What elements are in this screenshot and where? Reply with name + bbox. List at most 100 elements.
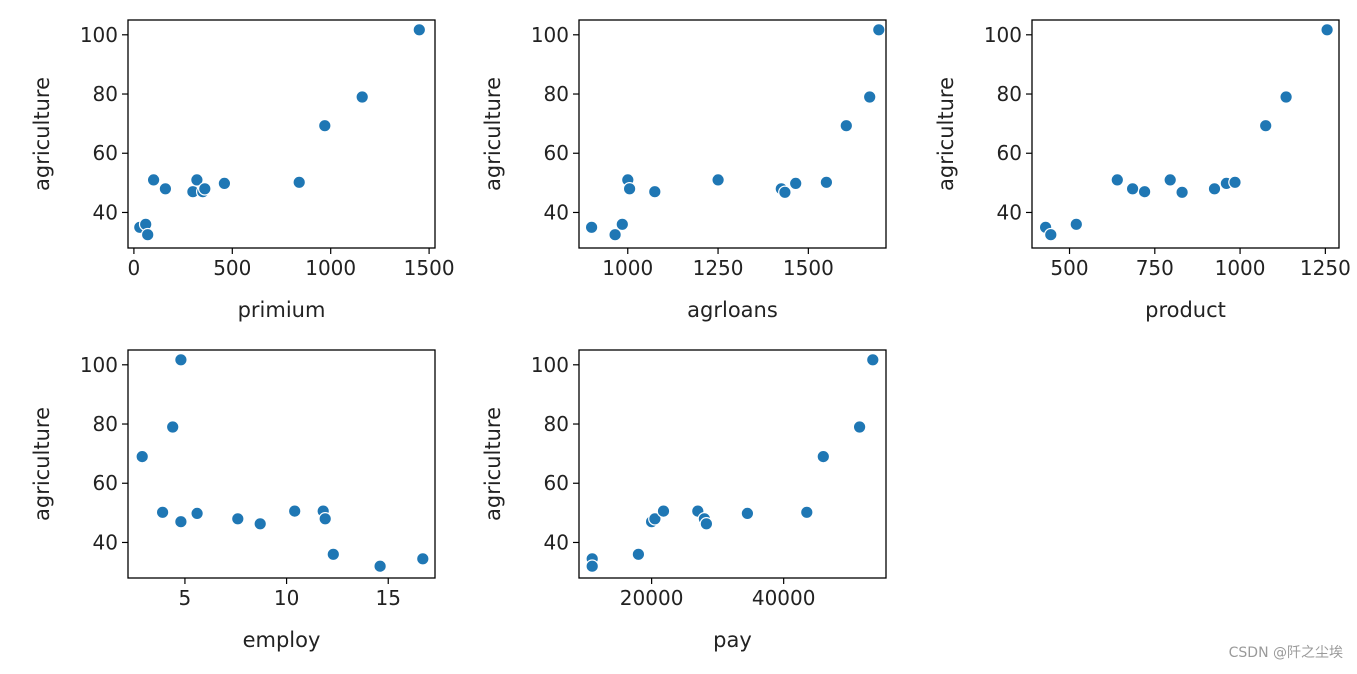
data-point bbox=[1125, 182, 1140, 196]
y-tick-label: 80 bbox=[93, 412, 118, 436]
data-point bbox=[699, 516, 714, 531]
axes-frame bbox=[578, 349, 887, 579]
data-point bbox=[355, 90, 369, 104]
data-point bbox=[373, 559, 387, 573]
y-tick-label: 80 bbox=[544, 412, 569, 436]
data-point bbox=[415, 551, 430, 566]
x-tick-label: 750 bbox=[1136, 256, 1174, 280]
data-point bbox=[1279, 90, 1293, 104]
x-tick-label: 1000 bbox=[305, 256, 356, 280]
data-point bbox=[799, 505, 814, 520]
y-axis-label: agriculture bbox=[481, 407, 505, 521]
data-point bbox=[608, 227, 622, 242]
data-point bbox=[1137, 184, 1152, 199]
data-point bbox=[1320, 22, 1334, 37]
y-tick-label: 40 bbox=[997, 200, 1022, 224]
data-point bbox=[1163, 173, 1177, 187]
x-tick-label: 20000 bbox=[620, 586, 684, 610]
data-point bbox=[1110, 173, 1125, 187]
y-tick-label: 60 bbox=[544, 471, 569, 495]
data-point bbox=[1069, 217, 1084, 232]
data-point bbox=[287, 504, 302, 518]
x-tick-label: 1000 bbox=[602, 256, 653, 280]
data-point bbox=[158, 182, 173, 196]
data-point bbox=[198, 182, 212, 196]
x-axis-label: agrloans bbox=[687, 298, 778, 322]
data-point bbox=[788, 176, 803, 191]
subplot-primium: 0 500 1000 1500 40 60 80 100 primium agriculture bbox=[30, 19, 455, 322]
data-point bbox=[217, 176, 232, 191]
y-tick-label: 40 bbox=[93, 530, 118, 554]
data-point bbox=[816, 449, 831, 464]
data-point bbox=[1228, 175, 1242, 190]
y-tick-label: 40 bbox=[544, 530, 569, 554]
data-point bbox=[819, 175, 834, 190]
data-point bbox=[584, 220, 599, 235]
data-point bbox=[852, 420, 867, 434]
axes-frame bbox=[1031, 19, 1340, 249]
data-point bbox=[412, 22, 427, 37]
data-point bbox=[631, 547, 646, 562]
x-axis-label: product bbox=[1145, 298, 1226, 322]
data-point bbox=[135, 449, 149, 464]
data-point bbox=[711, 173, 725, 187]
data-point bbox=[174, 514, 188, 529]
y-tick-label: 60 bbox=[93, 471, 118, 495]
data-point bbox=[326, 547, 341, 562]
x-tick-label: 5 bbox=[179, 586, 192, 610]
data-point bbox=[839, 118, 854, 133]
subplot-agrloans: 1000 1250 1500 40 60 80 100 agrloans agriculture bbox=[481, 19, 887, 322]
y-tick-label: 80 bbox=[997, 82, 1022, 106]
x-tick-label: 15 bbox=[376, 586, 401, 610]
data-point bbox=[231, 511, 245, 526]
y-tick-label: 40 bbox=[93, 200, 118, 224]
y-tick-label: 100 bbox=[984, 23, 1022, 47]
data-point bbox=[155, 505, 170, 520]
data-point bbox=[317, 118, 332, 133]
data-point bbox=[140, 227, 155, 242]
x-tick-label: 10 bbox=[274, 586, 299, 610]
data-point bbox=[1258, 118, 1273, 133]
y-tick-label: 100 bbox=[531, 23, 569, 47]
data-point bbox=[648, 511, 662, 526]
data-point bbox=[585, 559, 599, 573]
y-tick-label: 80 bbox=[544, 82, 569, 106]
subplot-product: 500 750 1000 1250 40 60 80 100 product agricultur… bbox=[934, 19, 1351, 322]
data-point bbox=[778, 185, 792, 200]
data-point bbox=[318, 511, 332, 526]
data-point bbox=[165, 420, 180, 434]
y-tick-label: 100 bbox=[80, 353, 118, 377]
y-axis-label: agriculture bbox=[30, 77, 54, 191]
data-point bbox=[190, 173, 204, 187]
x-tick-label: 1000 bbox=[1215, 256, 1266, 280]
data-point bbox=[656, 504, 671, 518]
x-axis-label: pay bbox=[713, 628, 752, 652]
data-point bbox=[190, 506, 204, 521]
subplot-pay: 20000 40000 40 60 80 100 pay agriculture bbox=[481, 349, 887, 652]
data-point bbox=[1207, 182, 1222, 196]
x-tick-label: 1250 bbox=[1300, 256, 1351, 280]
x-axis-label: employ bbox=[243, 628, 321, 652]
y-tick-label: 60 bbox=[93, 141, 118, 165]
x-tick-label: 500 bbox=[1050, 256, 1088, 280]
y-axis-label: agriculture bbox=[30, 407, 54, 521]
subplot-employ: 5 10 15 40 60 80 100 employ agriculture bbox=[30, 349, 436, 652]
x-tick-label: 1500 bbox=[783, 256, 834, 280]
axes-frame bbox=[127, 19, 436, 249]
y-tick-label: 100 bbox=[531, 353, 569, 377]
x-tick-label: 0 bbox=[128, 256, 141, 280]
x-tick-label: 1500 bbox=[404, 256, 455, 280]
y-tick-label: 100 bbox=[80, 23, 118, 47]
data-point bbox=[740, 506, 755, 521]
y-tick-label: 80 bbox=[93, 82, 118, 106]
data-point bbox=[146, 173, 161, 187]
axes-frame bbox=[578, 19, 887, 249]
y-tick-label: 40 bbox=[544, 200, 569, 224]
x-axis-label: primium bbox=[238, 298, 326, 322]
x-tick-label: 1250 bbox=[693, 256, 744, 280]
x-tick-label: 500 bbox=[213, 256, 251, 280]
data-point bbox=[615, 217, 630, 232]
data-point bbox=[292, 175, 306, 190]
